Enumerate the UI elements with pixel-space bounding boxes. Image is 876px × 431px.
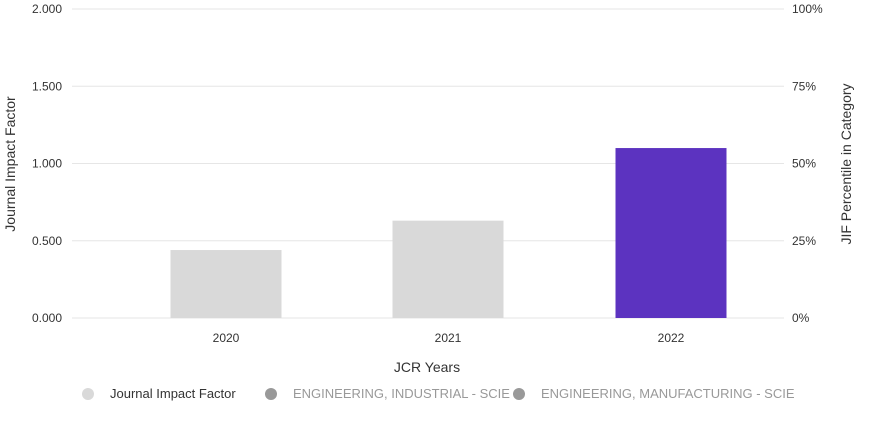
impact-factor-chart: 0.000 0.500 1.000 1.500 2.000 0% 25% 50% 75% 100… [2,2,854,375]
x-tick-label: 2021 [435,331,462,345]
y-tick-label-left: 1.000 [32,157,62,171]
legend-label: Journal Impact Factor [110,386,236,401]
y-axis-left-ticks: 0.000 0.500 1.000 1.500 2.000 [32,2,62,325]
bars [170,148,727,318]
legend-item-journal-impact-factor[interactable]: Journal Impact Factor [82,386,236,401]
legend-item-engineering-manufacturing[interactable]: ENGINEERING, MANUFACTURING - SCIE [513,386,795,401]
y-tick-label-right: 75% [792,79,816,93]
y-tick-label-left: 0.000 [32,311,62,325]
y-tick-label-right: 0% [792,311,810,325]
y-tick-label-left: 2.000 [32,2,62,16]
legend-label: ENGINEERING, MANUFACTURING - SCIE [541,386,795,401]
bar-2021[interactable] [392,220,504,318]
legend: Journal Impact Factor ENGINEERING, INDUS… [0,386,876,408]
legend-label: ENGINEERING, INDUSTRIAL - SCIE [293,386,510,401]
y-axis-right-ticks: 0% 25% 50% 75% 100% [792,2,823,325]
legend-dot-icon [82,387,94,400]
y-tick-label-right: 50% [792,157,816,171]
x-axis-ticks: 2020 2021 2022 [213,331,685,345]
bar-2020[interactable] [170,250,282,318]
bar-2022[interactable] [615,148,727,318]
legend-item-engineering-industrial[interactable]: ENGINEERING, INDUSTRIAL - SCIE [265,386,510,401]
y-axis-right-title: JIF Percentile in Category [838,83,854,244]
y-tick-label-right: 25% [792,234,816,248]
x-tick-label: 2022 [658,331,685,345]
legend-dot-icon [513,387,525,400]
legend-dot-icon [265,387,277,400]
y-axis-left-title: Journal Impact Factor [2,96,18,232]
x-axis-title: JCR Years [394,359,460,375]
x-tick-label: 2020 [213,331,240,345]
y-tick-label-left: 0.500 [32,234,62,248]
y-tick-label-right: 100% [792,2,823,16]
y-tick-label-left: 1.500 [32,79,62,93]
